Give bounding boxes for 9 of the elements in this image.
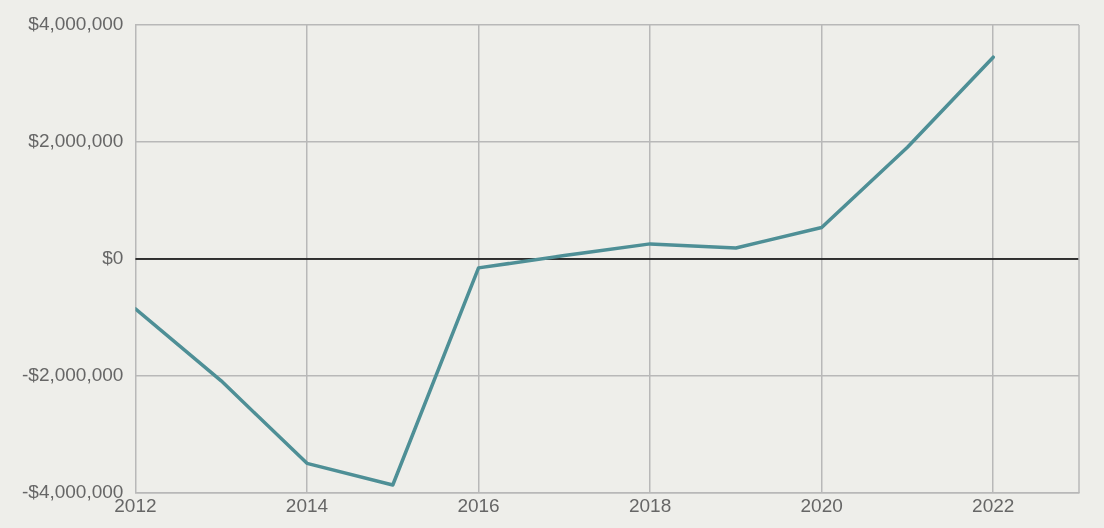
x-tick-label: 2014: [285, 494, 329, 516]
y-tick-label: $0: [102, 247, 124, 269]
y-tick-label: $4,000,000: [28, 13, 124, 35]
y-tick-label: -$2,000,000: [22, 364, 124, 386]
x-tick-label: 2022: [972, 494, 1015, 516]
x-tick-label: 2018: [628, 494, 672, 516]
y-tick-label: $2,000,000: [28, 130, 124, 152]
x-tick-label: 2020: [800, 494, 843, 516]
x-tick-label: 2016: [457, 494, 500, 516]
